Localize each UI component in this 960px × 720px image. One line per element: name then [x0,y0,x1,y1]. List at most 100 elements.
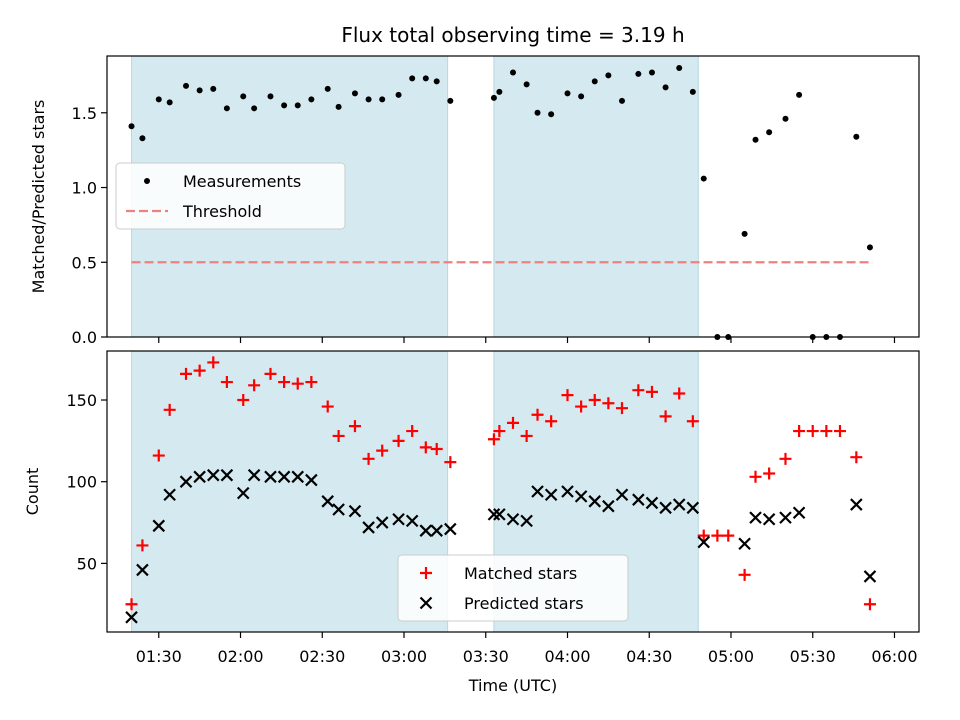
matched-stars-point [588,394,601,407]
matched-stars-point [711,529,724,542]
predicted-stars-point [264,470,277,484]
x-tick-label: 05:00 [708,647,754,666]
predicted-stars-point [179,475,193,488]
predicted-stars-point [574,490,588,503]
x-tick-label: 05:30 [790,647,836,666]
predicted-stars-point [277,470,291,484]
bottom-panel-x-ticks: 01:30 02:00 02:30 03:00 03:30 04:00 04:30 05:00… [136,632,918,666]
predicted-stars-point [291,470,305,484]
predicted-stars-point [792,506,806,520]
y-tick-label: 1.5 [72,104,97,123]
legend-box [397,554,629,622]
predicted-stars-point [561,485,574,498]
count-points [125,356,877,624]
predicted-stars-point [749,511,762,524]
measurement-point [409,75,416,82]
measurement-point [267,93,274,100]
observing-interval-band [131,350,449,633]
predicted-stars-point [506,512,520,526]
matched-stars-point [193,364,206,377]
predicted-stars-point [520,514,533,528]
predicted-stars-point [332,503,345,516]
x-tick-label: 03:30 [463,647,509,666]
matched-stars-point [645,385,658,398]
matched-stars-point [850,451,863,464]
matched-stars-point [180,367,193,380]
predicted-stars-point [430,524,443,537]
matched-stars-point [749,470,762,483]
measurement-point [324,85,331,92]
matched-stars-point [575,400,588,413]
predicted-stars-point [697,535,711,549]
measurement-point [796,91,803,98]
predicted-stars-point [305,473,318,487]
top-panel-shaded-intervals [131,55,699,338]
predicted-stars-point [659,501,672,515]
matched-stars-point [305,376,318,389]
matched-stars-point [615,402,628,415]
matched-stars-point [136,539,149,552]
measurement-point [308,96,315,103]
measurement-point [183,82,190,89]
legend-measurements-marker [144,178,150,184]
matched-stars-point [220,376,233,389]
matched-stars-point [659,410,672,423]
measurement-point [510,69,516,76]
measurement-point [534,109,541,116]
matched-stars-point [632,384,645,397]
y-tick-label: 1.0 [72,179,97,198]
predicted-stars-point [487,508,501,521]
top-legend: Measurements Threshold [115,162,346,230]
matched-stars-point [779,452,792,465]
matched-stars-point [163,403,176,416]
predicted-stars-point [321,495,334,508]
measurement-point [335,103,342,110]
measurement-point [752,136,759,143]
measurements-points [128,64,873,340]
matched-stars-point [444,456,457,469]
predicted-stars-point [863,570,877,583]
matched-stars-point [278,376,291,389]
measurement-point [196,87,203,94]
predicted-stars-point [544,488,558,502]
matched-stars-point [291,377,304,390]
matched-stars-point [487,433,500,446]
measurement-point [564,90,571,97]
measurement-point [648,69,655,76]
x-tick-label: 01:30 [136,647,182,666]
matched-stars-point [348,420,361,433]
predicted-stars-point [738,537,751,551]
measurement-point [635,70,642,77]
legend-threshold-label: Threshold [182,202,262,221]
predicted-stars-point [588,495,602,508]
matched-stars-point [237,394,250,407]
measurement-point [447,97,454,104]
matched-stars-point [738,568,751,581]
x-tick-label: 04:00 [544,647,590,666]
matched-stars-point [806,425,819,438]
matched-stars-point [763,467,776,480]
bottom-panel-frame [106,350,920,633]
measurement-point [496,88,503,95]
matched-stars-point [820,425,833,438]
measurement-point [128,123,135,130]
predicted-stars-point [348,504,362,518]
predicted-stars-point [163,488,176,502]
measurement-point [365,96,372,103]
matched-stars-point [561,389,574,402]
predicted-stars-point [850,498,863,511]
top-panel-x-ticks [158,337,896,343]
matched-stars-point [207,356,220,369]
predicted-stars-point [392,512,405,526]
measurement-point [281,102,288,109]
matched-stars-point [362,452,375,465]
matched-stars-point [520,429,533,442]
x-tick-label: 03:00 [381,647,427,666]
measurement-point [166,99,173,106]
predicted-stars-point [206,468,220,482]
matched-stars-point [833,425,846,438]
matched-stars-point [722,529,735,542]
predicted-stars-point [444,522,457,536]
matched-stars-point [697,529,710,542]
